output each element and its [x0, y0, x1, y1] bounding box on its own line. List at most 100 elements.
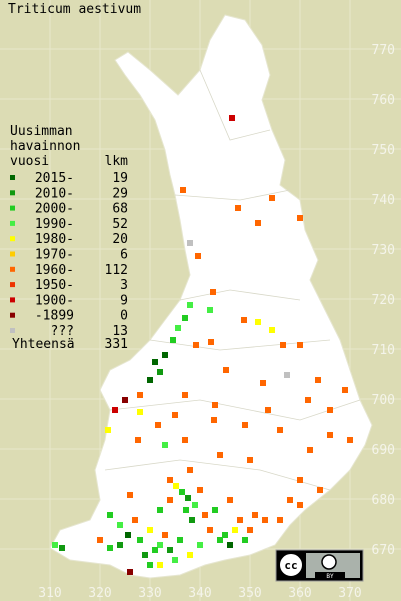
observation-square: [107, 512, 113, 518]
observation-square: [227, 497, 233, 503]
y-tick-label: 690: [372, 443, 395, 458]
observation-square: [260, 380, 266, 386]
observation-square: [152, 547, 158, 553]
observation-square: [147, 562, 153, 568]
y-tick-label: 730: [372, 243, 395, 258]
y-tick-label: 760: [372, 93, 395, 108]
observation-square: [189, 517, 195, 523]
legend-count: 13: [112, 324, 128, 339]
x-tick-label: 310: [38, 586, 61, 601]
observation-square: [187, 467, 193, 473]
observation-square: [183, 507, 189, 513]
observation-square: [229, 115, 235, 121]
y-tick-label: 720: [372, 293, 395, 308]
observation-square: [147, 377, 153, 383]
by-strip: [315, 572, 345, 578]
observation-square: [247, 457, 253, 463]
observation-square: [223, 367, 229, 373]
observation-square: [132, 517, 138, 523]
observation-square: [157, 507, 163, 513]
observation-square: [242, 422, 248, 428]
y-tick-label: 750: [372, 143, 395, 158]
observation-square: [147, 527, 153, 533]
observation-square: [269, 327, 275, 333]
legend-total-label: Yhteensä: [12, 337, 75, 352]
observation-square: [235, 205, 241, 211]
legend-label: 1990-: [35, 217, 74, 232]
legend-header: vuosi: [10, 154, 49, 169]
legend-count: 52: [112, 217, 128, 232]
legend-header: havainnon: [10, 139, 80, 154]
observation-square: [207, 307, 213, 313]
observation-square: [162, 532, 168, 538]
legend-swatch: [10, 266, 15, 272]
observation-square: [297, 215, 303, 221]
legend-total: 331: [105, 337, 128, 352]
legend-count: 29: [112, 186, 128, 201]
y-tick-label: 670: [372, 543, 395, 558]
observation-square: [187, 552, 193, 558]
finland-outline: [49, 14, 373, 579]
observation-square: [211, 417, 217, 423]
x-tick-label: 320: [88, 586, 111, 601]
legend-label: 2015-: [35, 171, 74, 186]
observation-square: [135, 437, 141, 443]
by-text: BY: [326, 573, 334, 580]
observation-square: [173, 483, 179, 489]
legend-count: 6: [120, 248, 128, 263]
observation-square: [208, 339, 214, 345]
observation-square: [222, 532, 228, 538]
observation-square: [157, 542, 163, 548]
observation-square: [162, 352, 168, 358]
legend-count: 0: [120, 309, 128, 324]
observation-square: [187, 240, 193, 246]
observation-square: [317, 487, 323, 493]
observation-square: [277, 427, 283, 433]
observation-square: [142, 552, 148, 558]
y-tick-label: 770: [372, 43, 395, 58]
observation-square: [185, 495, 191, 501]
observation-square: [107, 545, 113, 551]
observation-square: [212, 402, 218, 408]
legend-label: 1970-: [35, 248, 74, 263]
observation-square: [152, 359, 158, 365]
observation-square: [180, 187, 186, 193]
legend-label: ???: [51, 324, 74, 339]
observation-square: [347, 437, 353, 443]
region-borders: [104, 69, 361, 491]
observation-square: [242, 537, 248, 543]
observation-square: [117, 542, 123, 548]
legend-count: 9: [120, 293, 128, 308]
observation-square: [192, 502, 198, 508]
observation-square: [52, 542, 58, 548]
observation-square: [59, 545, 65, 551]
observation-square: [117, 522, 123, 528]
observation-square: [197, 542, 203, 548]
observation-square: [241, 317, 247, 323]
y-tick-label: 710: [372, 343, 395, 358]
observation-square: [217, 537, 223, 543]
observation-square: [307, 447, 313, 453]
legend-count: 19: [112, 171, 128, 186]
observation-square: [127, 492, 133, 498]
observation-square: [177, 537, 183, 543]
legend-count: 20: [112, 232, 128, 247]
legend-swatch: [10, 251, 15, 257]
observation-square: [167, 497, 173, 503]
legend-swatch: [10, 175, 15, 180]
legend-label: 2010-: [35, 186, 74, 201]
legend-swatch: [10, 282, 15, 288]
observation-square: [172, 557, 178, 563]
observation-square: [182, 392, 188, 398]
x-tick-label: 330: [138, 586, 161, 601]
observation-square: [137, 392, 143, 398]
map-title: Triticum aestivum: [8, 2, 141, 17]
observation-square: [327, 407, 333, 413]
legend-swatch: [10, 190, 15, 196]
by-icon: [321, 554, 337, 570]
observation-square: [265, 407, 271, 413]
observation-square: [255, 319, 261, 325]
observation-square: [137, 409, 143, 415]
observation-square: [187, 302, 193, 308]
